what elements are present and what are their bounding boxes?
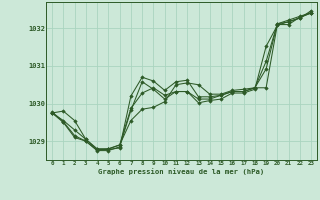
X-axis label: Graphe pression niveau de la mer (hPa): Graphe pression niveau de la mer (hPa) [99, 168, 265, 175]
